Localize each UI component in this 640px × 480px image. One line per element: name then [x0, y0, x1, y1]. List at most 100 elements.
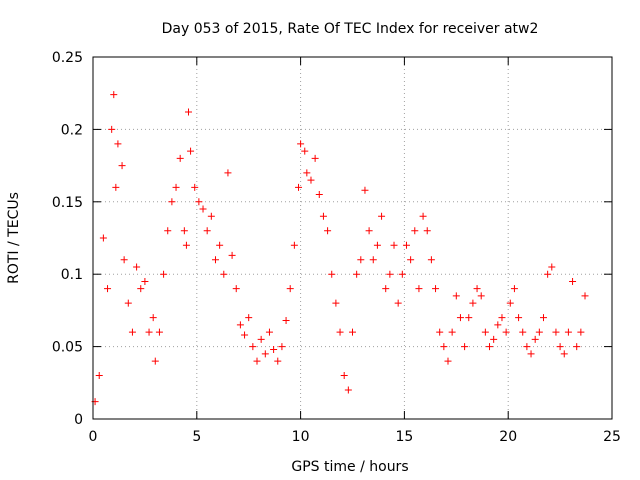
data-point — [184, 108, 192, 116]
data-point — [552, 328, 560, 336]
data-point — [295, 183, 303, 191]
data-point — [394, 299, 402, 307]
data-point — [477, 292, 485, 300]
data-point — [515, 314, 523, 322]
data-point — [353, 270, 361, 278]
data-point — [95, 372, 103, 380]
data-point — [211, 256, 219, 264]
data-point — [564, 328, 572, 336]
data-point — [382, 285, 390, 293]
data-point — [523, 343, 531, 351]
data-point — [110, 91, 118, 99]
data-point — [114, 140, 122, 148]
chart-title: Day 053 of 2015, Rate Of TEC Index for r… — [162, 21, 539, 37]
data-point — [290, 241, 298, 249]
y-axis-label: ROTI / TECUs — [6, 192, 22, 284]
data-point — [440, 343, 448, 351]
data-point — [155, 328, 163, 336]
data-point — [486, 343, 494, 351]
data-point — [245, 314, 253, 322]
data-point — [456, 314, 464, 322]
data-point — [357, 256, 365, 264]
data-point — [535, 328, 543, 336]
data-point — [303, 169, 311, 177]
data-point — [378, 212, 386, 220]
data-point — [539, 314, 547, 322]
data-point — [324, 227, 332, 235]
y-tick-label: 0 — [74, 412, 83, 428]
data-point — [228, 251, 236, 259]
data-point — [118, 162, 126, 170]
data-point — [301, 147, 309, 155]
data-point — [160, 270, 168, 278]
data-point — [573, 343, 581, 351]
data-point — [311, 154, 319, 162]
data-point — [510, 285, 518, 293]
data-point — [527, 350, 535, 358]
data-point — [411, 227, 419, 235]
x-tick-label: 10 — [292, 429, 310, 445]
data-point — [365, 227, 373, 235]
data-point — [444, 357, 452, 365]
data-point — [349, 328, 356, 336]
data-point — [195, 198, 203, 206]
data-point — [236, 321, 244, 329]
data-point — [120, 256, 128, 264]
data-point — [141, 277, 149, 285]
data-point — [168, 198, 176, 206]
data-point — [332, 299, 340, 307]
data-point — [423, 227, 431, 235]
data-point — [224, 169, 232, 177]
data-point — [164, 227, 172, 235]
data-point — [203, 227, 211, 235]
data-point — [427, 256, 435, 264]
data-point — [373, 241, 381, 249]
data-point — [249, 343, 257, 351]
data-point — [278, 343, 286, 351]
data-point — [398, 270, 406, 278]
data-point — [415, 285, 423, 293]
x-tick-label: 20 — [499, 429, 517, 445]
data-point — [99, 234, 107, 242]
x-tick-label: 5 — [192, 429, 201, 445]
data-point — [137, 285, 145, 293]
data-point — [390, 241, 398, 249]
data-point — [502, 328, 510, 336]
data-point — [344, 386, 352, 394]
data-point — [319, 212, 327, 220]
data-point — [581, 292, 589, 300]
data-point — [519, 328, 527, 336]
axis-ticks: 0 5 10 15 20 25 0 0.05 0.1 0.15 0.2 0.25 — [52, 50, 621, 445]
x-tick-label: 25 — [603, 429, 621, 445]
data-point — [469, 299, 477, 307]
data-point — [336, 328, 344, 336]
plot-background — [93, 57, 612, 419]
data-point — [261, 350, 269, 358]
data-point — [220, 270, 228, 278]
data-point — [253, 357, 261, 365]
data-point — [506, 299, 514, 307]
data-point — [270, 345, 278, 353]
data-point — [531, 335, 539, 343]
data-point — [216, 241, 224, 249]
data-point — [149, 314, 157, 322]
data-point — [151, 357, 159, 365]
y-tick-label: 0.25 — [52, 50, 83, 66]
data-point — [436, 328, 444, 336]
data-point — [104, 285, 112, 293]
data-point — [577, 328, 585, 336]
plot-frame — [92, 56, 613, 420]
data-point — [544, 270, 552, 278]
data-point — [199, 205, 207, 213]
data-point — [386, 270, 394, 278]
y-tick-label: 0.15 — [52, 195, 83, 211]
data-point — [432, 285, 440, 293]
x-tick-label: 15 — [395, 429, 413, 445]
data-point — [176, 154, 184, 162]
data-point — [108, 125, 116, 133]
data-point — [548, 263, 556, 271]
data-point — [361, 186, 369, 194]
data-point — [407, 256, 415, 264]
data-point — [207, 212, 215, 220]
